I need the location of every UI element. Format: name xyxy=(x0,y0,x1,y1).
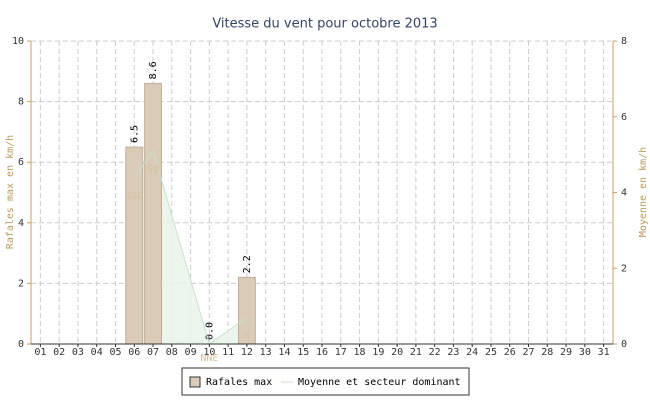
x-tick-label: 26 xyxy=(504,347,516,358)
data-label: 0.0 xyxy=(204,322,215,340)
x-tick-label: 21 xyxy=(410,347,422,358)
y-tick-label: 0 xyxy=(18,339,24,350)
x-tick-label: 06 xyxy=(128,347,140,358)
y-tick-label: 2 xyxy=(18,278,24,289)
x-tick-label: 18 xyxy=(354,347,366,358)
sector-label: SO xyxy=(147,164,159,175)
x-tick-label: 29 xyxy=(560,347,572,358)
x-tick-label: 28 xyxy=(541,347,553,358)
bar xyxy=(144,82,162,345)
x-tick-label: 08 xyxy=(166,347,178,358)
data-label: 8.6 xyxy=(148,61,159,79)
data-label: 6.5 xyxy=(129,125,140,143)
x-tick-label: 30 xyxy=(579,347,591,358)
legend-label: Moyenne et secteur dominant xyxy=(298,377,461,388)
x-tick-label: 27 xyxy=(522,347,534,358)
y2-tick-label: 4 xyxy=(621,188,627,199)
y2-tick-label: 8 xyxy=(621,36,627,47)
x-tick-label: 31 xyxy=(598,347,610,358)
x-tick-label: 07 xyxy=(147,347,159,358)
line xyxy=(133,149,248,345)
sector-label: SSO xyxy=(125,190,143,201)
x-tick-label: 25 xyxy=(485,347,497,358)
area xyxy=(134,150,247,344)
x-tick-label: 24 xyxy=(466,347,478,358)
legend-box xyxy=(181,367,470,396)
x-tick-label: 14 xyxy=(278,347,290,358)
y-axis-label: Rafales max en km/h xyxy=(5,135,16,249)
y-tick-label: 4 xyxy=(18,218,24,229)
x-tick-label: 15 xyxy=(297,347,309,358)
x-tick-label: 11 xyxy=(222,347,234,358)
sector-label: NNE xyxy=(200,353,218,364)
legend-label: Rafales max xyxy=(206,377,272,388)
y-tick-label: 6 xyxy=(18,157,24,168)
x-tick-label: 02 xyxy=(53,347,65,358)
y2-axis-label: Moyenne en km/h xyxy=(638,147,649,237)
x-tick-label: 03 xyxy=(72,347,84,358)
x-tick-label: 17 xyxy=(335,347,347,358)
x-tick-label: 19 xyxy=(372,347,384,358)
y2-tick-label: 6 xyxy=(621,112,627,123)
x-tick-label: 20 xyxy=(391,347,403,358)
x-tick-label: 09 xyxy=(185,347,197,358)
sector-label: S xyxy=(244,330,250,341)
x-tick-label: 05 xyxy=(109,347,121,358)
y2-tick-label: 0 xyxy=(621,339,627,350)
x-tick-label: 23 xyxy=(447,347,459,358)
x-tick-label: 13 xyxy=(260,347,272,358)
y-tick-label: 10 xyxy=(12,36,24,47)
chart-title: Vitesse du vent pour octobre 2013 xyxy=(212,17,437,32)
x-tick-label: 12 xyxy=(241,347,253,358)
y-tick-label: 8 xyxy=(18,97,24,108)
data-label: 2.2 xyxy=(242,255,253,273)
x-tick-label: 22 xyxy=(429,347,441,358)
x-tick-label: 16 xyxy=(316,347,328,358)
x-tick-label: 10 xyxy=(203,347,215,358)
x-tick-label: 01 xyxy=(34,347,46,358)
x-tick-label: 04 xyxy=(91,347,103,358)
y2-tick-label: 2 xyxy=(621,263,627,274)
legend-swatch xyxy=(189,376,201,388)
